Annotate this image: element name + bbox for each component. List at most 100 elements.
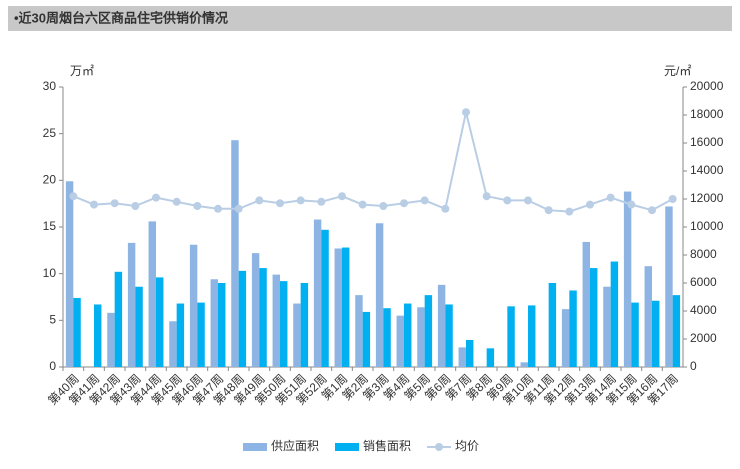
bar bbox=[383, 308, 391, 367]
legend-label: 销售面积 bbox=[363, 438, 411, 453]
y2-tick-label: 14000 bbox=[690, 163, 724, 177]
line-marker bbox=[524, 196, 532, 205]
line-marker bbox=[131, 202, 140, 210]
line-marker bbox=[462, 108, 470, 117]
line-marker bbox=[69, 192, 78, 201]
bar bbox=[375, 223, 384, 367]
line-marker bbox=[648, 206, 656, 215]
y-axis-label: 万㎡ bbox=[70, 64, 94, 78]
bar bbox=[114, 271, 123, 367]
bar bbox=[300, 283, 309, 367]
bar bbox=[156, 277, 164, 367]
bar bbox=[189, 244, 198, 367]
bar bbox=[404, 303, 412, 367]
line-marker bbox=[255, 196, 264, 205]
y-tick-label: 20 bbox=[43, 173, 57, 187]
bar bbox=[176, 303, 185, 367]
line-marker bbox=[172, 197, 181, 206]
line-marker bbox=[379, 202, 388, 210]
line-marker bbox=[482, 192, 491, 201]
y2-tick-label: 12000 bbox=[690, 191, 724, 205]
bar bbox=[355, 295, 363, 367]
line bbox=[72, 111, 674, 213]
y2-tick-label: 20000 bbox=[690, 79, 724, 93]
line-marker bbox=[152, 193, 160, 202]
bar bbox=[238, 270, 247, 367]
y2-tick-label: 18000 bbox=[690, 107, 724, 121]
line-marker bbox=[110, 199, 119, 208]
bar bbox=[135, 286, 143, 367]
bar bbox=[169, 321, 177, 367]
legend-label: 均价 bbox=[455, 439, 479, 453]
legend-swatch bbox=[243, 443, 267, 451]
title-bar bbox=[8, 6, 732, 31]
line-marker bbox=[544, 206, 553, 215]
bar bbox=[210, 279, 218, 367]
bar bbox=[272, 274, 280, 367]
y2-tick-label: 10000 bbox=[690, 219, 724, 233]
line-marker bbox=[420, 196, 429, 205]
y-tick-label: 30 bbox=[43, 79, 57, 93]
bar bbox=[486, 348, 495, 367]
bar bbox=[259, 268, 267, 367]
line-marker bbox=[565, 207, 574, 216]
bar bbox=[396, 315, 404, 367]
bar bbox=[528, 305, 536, 367]
bar bbox=[582, 241, 590, 367]
bar bbox=[520, 362, 528, 367]
line-marker bbox=[586, 200, 594, 209]
bar bbox=[672, 295, 681, 367]
line-marker bbox=[90, 200, 98, 209]
legend-swatch bbox=[435, 443, 444, 451]
bar bbox=[437, 284, 446, 367]
y-tick-label: 5 bbox=[49, 313, 56, 327]
bar bbox=[148, 221, 156, 367]
y2-tick-label: 4000 bbox=[690, 303, 717, 317]
line-marker bbox=[214, 204, 222, 213]
line-marker bbox=[606, 193, 615, 202]
bar bbox=[342, 247, 350, 367]
y2-axis-label: 元/㎡ bbox=[664, 64, 691, 78]
y-tick-label: 15 bbox=[43, 219, 57, 233]
bar bbox=[65, 181, 74, 367]
bar bbox=[644, 266, 652, 367]
bar bbox=[417, 307, 425, 367]
chart-title: •近30周烟台六区商品住宅供销价情况 bbox=[14, 10, 228, 25]
y2-tick-label: 6000 bbox=[690, 275, 717, 289]
bar bbox=[127, 242, 136, 367]
line-marker bbox=[441, 204, 450, 213]
bar bbox=[445, 304, 453, 367]
line-marker bbox=[317, 197, 326, 206]
bar bbox=[424, 295, 433, 367]
bar bbox=[321, 229, 329, 367]
bar bbox=[466, 339, 474, 367]
bar bbox=[334, 248, 342, 367]
y2-tick-label: 8000 bbox=[690, 247, 717, 261]
bar bbox=[610, 261, 619, 367]
bar bbox=[197, 302, 205, 367]
bar bbox=[362, 311, 371, 367]
line-marker bbox=[503, 196, 512, 205]
bar bbox=[94, 304, 102, 367]
bar bbox=[251, 253, 260, 367]
bar bbox=[590, 268, 598, 367]
bar bbox=[548, 283, 557, 367]
line-marker bbox=[296, 196, 305, 205]
line-marker bbox=[400, 199, 408, 208]
bar bbox=[280, 281, 288, 367]
bar bbox=[458, 347, 466, 367]
bar bbox=[623, 191, 632, 367]
bar bbox=[507, 306, 515, 367]
bar bbox=[631, 302, 639, 367]
y-tick-label: 10 bbox=[43, 266, 57, 280]
bar bbox=[293, 303, 301, 367]
line-marker bbox=[276, 199, 284, 208]
y-tick-label: 0 bbox=[49, 359, 56, 373]
bar bbox=[561, 309, 570, 367]
bar bbox=[218, 283, 226, 367]
line-marker bbox=[234, 204, 243, 213]
bar bbox=[231, 140, 239, 367]
line-marker bbox=[193, 202, 202, 210]
bar bbox=[665, 206, 673, 367]
bar bbox=[313, 219, 322, 367]
